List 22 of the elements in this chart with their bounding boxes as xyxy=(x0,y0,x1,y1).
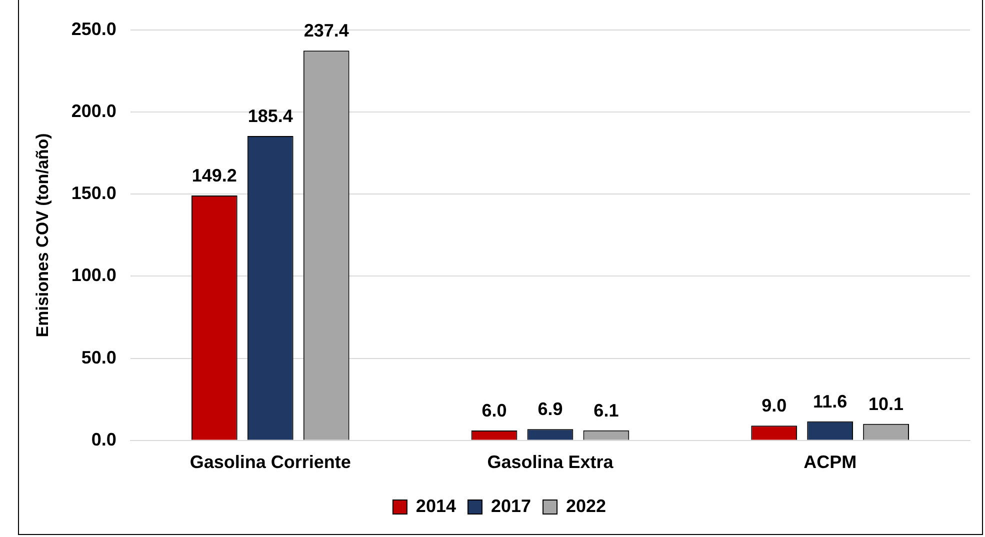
y-tick-label: 0.0 xyxy=(91,429,116,450)
y-tick-label: 150.0 xyxy=(71,183,116,204)
data-label: 149.2 xyxy=(192,165,237,186)
y-tick-label: 100.0 xyxy=(71,265,116,286)
x-tick-label: ACPM xyxy=(804,452,857,472)
legend-label: 2022 xyxy=(566,496,606,516)
y-axis-title: Emisiones COV (ton/año) xyxy=(32,133,52,338)
x-tick-label: Gasolina Extra xyxy=(487,452,614,472)
x-tick-label: Gasolina Corriente xyxy=(190,452,351,472)
y-tick-label: 50.0 xyxy=(81,347,116,368)
data-label: 6.0 xyxy=(482,400,507,421)
data-label: 6.9 xyxy=(538,399,563,420)
y-tick-label: 200.0 xyxy=(71,101,116,122)
legend-label: 2014 xyxy=(416,496,456,516)
legend-label: 2017 xyxy=(490,496,532,516)
data-label: 237.4 xyxy=(304,20,349,41)
data-label: 9.0 xyxy=(762,396,787,416)
y-tick-label: 250.0 xyxy=(71,18,116,39)
data-label: 6.1 xyxy=(594,400,619,420)
data-label: 185.4 xyxy=(248,106,293,126)
data-label: 10.1 xyxy=(868,394,904,414)
data-label: 11.6 xyxy=(813,391,848,412)
